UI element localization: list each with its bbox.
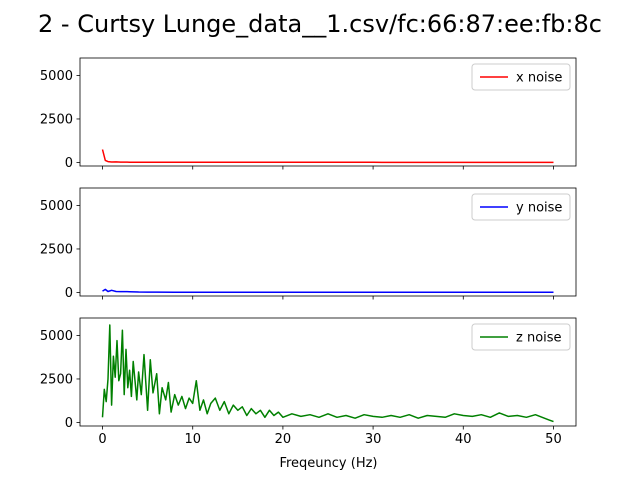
subplot-1: 0 2500 5000 x noise <box>40 57 577 171</box>
legend-label: x noise <box>516 71 562 86</box>
y-tick-label: 2500 <box>40 242 73 257</box>
series-line-y-noise <box>102 288 554 294</box>
x-tick-label: 30 <box>365 432 382 447</box>
legend: x noise <box>471 63 571 91</box>
y-tick-label: 5000 <box>40 69 73 84</box>
x-tick-label: 20 <box>275 432 292 447</box>
legend-box <box>471 323 571 351</box>
axes-frame <box>79 187 577 297</box>
x-tick-label: 0 <box>98 432 106 447</box>
legend-label: y noise <box>516 201 562 216</box>
y-tick-label: 0 <box>65 416 73 431</box>
axes-frame <box>79 317 577 427</box>
x-axis-label: Freqeuncy (Hz) <box>279 456 377 471</box>
y-tick-label: 0 <box>65 286 73 301</box>
y-tick-label: 0 <box>65 156 73 171</box>
legend-box <box>471 193 571 221</box>
series-line-x-noise <box>101 149 554 164</box>
y-tick-label: 2500 <box>40 112 73 127</box>
axes-frame <box>79 57 577 167</box>
x-tick-label: 50 <box>545 432 562 447</box>
series-line-z-noise <box>101 324 554 423</box>
legend: y noise <box>471 193 571 221</box>
y-tick-label: 2500 <box>40 372 73 387</box>
y-tick-label: 5000 <box>40 199 73 214</box>
legend: z noise <box>471 323 571 351</box>
y-tick-label: 5000 <box>40 329 73 344</box>
legend-label: z noise <box>516 331 562 346</box>
subplot-3: 0 2500 5000 0 10 20 30 40 50 z noise <box>40 317 577 447</box>
x-tick-label: 10 <box>184 432 201 447</box>
x-tick-label: 40 <box>455 432 472 447</box>
subplot-2: 0 2500 5000 y noise <box>40 187 577 301</box>
chart-title: 2 - Curtsy Lunge_data__1.csv/fc:66:87:ee… <box>38 10 602 38</box>
legend-box <box>471 63 571 91</box>
